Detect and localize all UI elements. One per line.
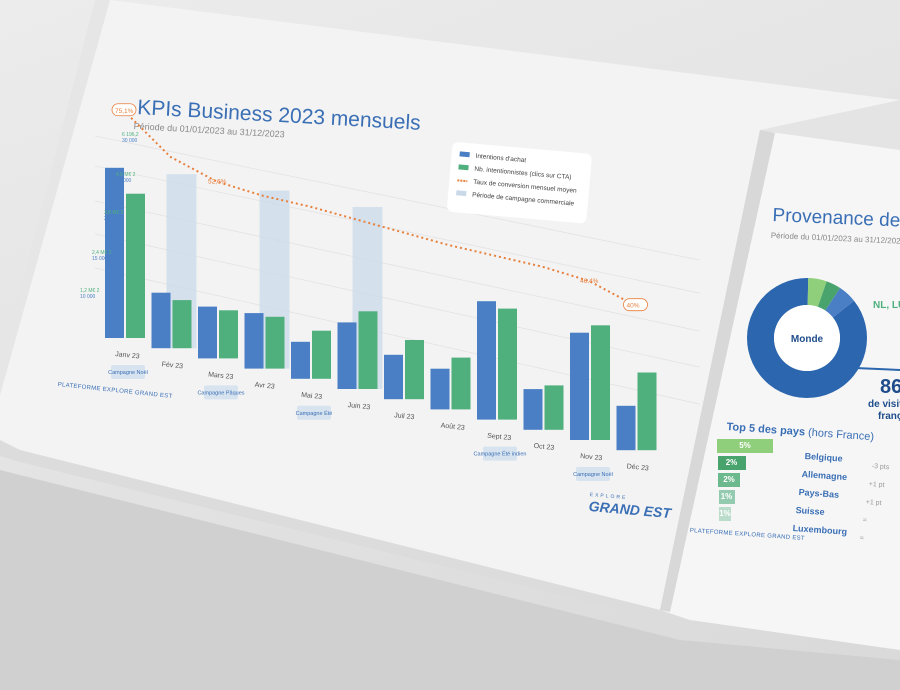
y-tick-sublabel: 30 000 <box>122 138 138 144</box>
big-label-1: de visite <box>868 399 900 410</box>
bar <box>219 310 238 359</box>
bar <box>498 308 517 420</box>
country-pct-bar: 1% <box>718 490 735 504</box>
y-tick-label: 6 196,2 <box>122 132 139 138</box>
country-pct-bar: 2% <box>718 473 740 487</box>
data-label: 40% <box>627 303 640 310</box>
donut-slice <box>825 288 854 318</box>
country-evolution: +1 pt <box>868 481 885 490</box>
country-pct-bar: 1% <box>719 507 731 521</box>
campaign-tag <box>576 467 610 481</box>
bar <box>637 372 657 451</box>
country-evolution: = <box>859 535 865 543</box>
y-tick-label: 3,8 M€ 2 <box>104 210 124 216</box>
bar <box>358 311 378 389</box>
donut-slice <box>807 278 827 307</box>
bar <box>616 405 636 451</box>
y-tick-sublabel: 10 000 <box>80 294 96 300</box>
bar <box>312 330 331 379</box>
country-evolution: +1 pt <box>865 499 882 508</box>
bar <box>265 316 285 369</box>
bar <box>244 313 264 369</box>
data-label: 46,4% <box>580 278 599 285</box>
tick-label: Sept 23 <box>487 433 512 442</box>
tick-label: Fév 23 <box>161 361 183 370</box>
bar <box>405 340 424 400</box>
data-label-pill <box>111 103 137 117</box>
tick-label: Mai 23 <box>301 392 323 401</box>
campaign-tag <box>297 405 331 420</box>
legend-swatch <box>459 151 470 158</box>
tick-label: Oct 23 <box>533 443 554 452</box>
bar <box>544 385 564 430</box>
bar <box>198 306 217 359</box>
big-number-rule <box>854 367 900 371</box>
data-label: 52,6% <box>208 179 227 186</box>
donut-slice <box>817 281 841 311</box>
campaign-tag <box>483 446 517 461</box>
conversion-rate-line <box>123 110 636 307</box>
legend-box <box>447 142 592 224</box>
legend-entry: Intentions d'achat <box>475 153 526 164</box>
y-tick-label: 4,6 M€ 2 <box>116 172 136 178</box>
bar <box>523 389 543 430</box>
tick-label: Mars 23 <box>208 371 234 381</box>
bar <box>105 167 124 338</box>
y-tick-sublabel: 20 000 <box>104 216 120 222</box>
nl-lu-label: NL, LU <box>873 300 900 311</box>
campaign-tag <box>204 385 238 400</box>
big-label-2: franç <box>878 411 900 422</box>
campaign-tag <box>111 365 145 379</box>
tick-label: Juil 23 <box>394 412 415 421</box>
tick-label: Avr 23 <box>254 382 275 391</box>
country-name: Suisse <box>795 505 825 518</box>
country-evolution: -3 pts <box>871 463 890 472</box>
campaign-tag-label: Campagne Noël <box>108 370 148 376</box>
bar <box>591 325 610 440</box>
bar <box>451 357 471 410</box>
y-tick-sublabel: 15 000 <box>92 256 108 262</box>
bar <box>570 332 589 440</box>
tick-label: Déc 23 <box>626 463 649 472</box>
donut-slice <box>747 278 868 398</box>
legend-swatch <box>456 190 467 197</box>
big-number: 86 <box>880 376 900 398</box>
tick-label: Juin 23 <box>347 402 370 411</box>
bar <box>477 301 496 420</box>
legend-swatch <box>457 179 468 183</box>
data-label-pill <box>623 298 648 312</box>
country-pct-bar: 5% <box>717 439 773 453</box>
campaign-tag-label: Campagne Pâques <box>197 390 244 396</box>
tick-label: Août 23 <box>440 422 465 431</box>
data-label: 75,1% <box>115 108 134 115</box>
bar <box>291 341 310 379</box>
y-tick-sublabel: 25 000 <box>116 178 132 184</box>
tick-label: Nov 23 <box>580 453 603 462</box>
donut-hole <box>774 305 840 371</box>
bar <box>384 354 403 400</box>
tick-label: Janv 23 <box>115 351 140 361</box>
campaign-tag-label: Campagne Noël <box>573 472 613 478</box>
country-evolution: = <box>862 517 868 525</box>
donut-center-label: Monde <box>791 334 824 345</box>
bar <box>430 368 450 410</box>
y-tick-label: 1,2 M€ 2 <box>80 288 100 294</box>
bar <box>337 322 357 389</box>
campaign-tag-label: Campagne Été <box>296 410 333 417</box>
campaign-tag-label: Campagne Été indien <box>474 451 527 458</box>
bar <box>151 292 171 349</box>
bar <box>126 193 145 338</box>
country-pct-bar: 2% <box>717 456 746 470</box>
legend-swatch <box>458 164 469 171</box>
y-tick-label: 2,4 M€ 2 <box>92 250 112 256</box>
gridline <box>94 135 701 261</box>
bar <box>172 300 192 349</box>
